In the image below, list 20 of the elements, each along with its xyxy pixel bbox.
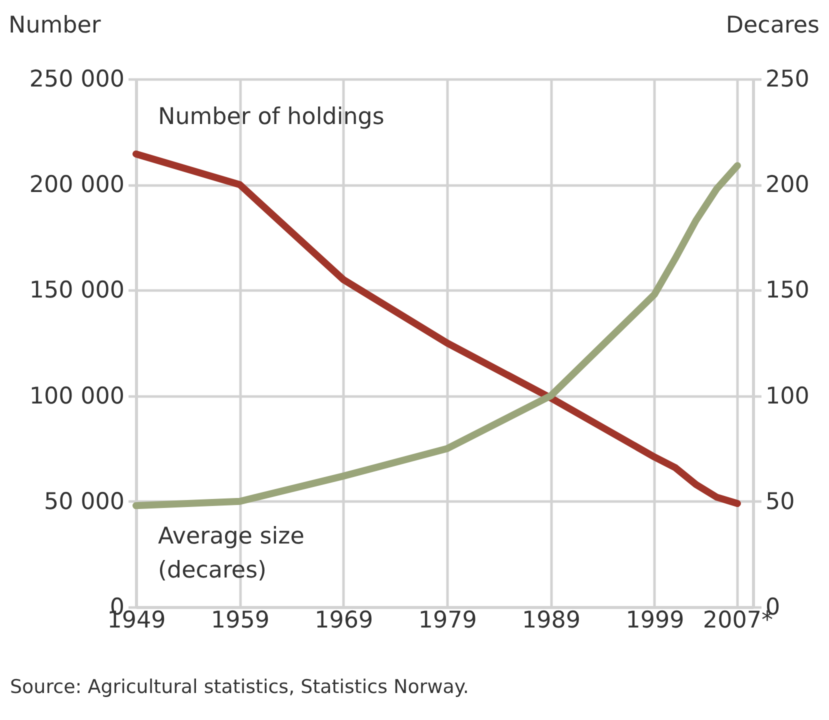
y-tick-label: 250 000 — [29, 66, 124, 92]
y2-tick-label: 100 — [766, 383, 810, 410]
y2-tick-label: 150 — [766, 278, 810, 304]
y2-tick-label: 200 — [766, 172, 810, 198]
y2-axis-title: Decares — [726, 12, 820, 38]
x-tick-label: 1969 — [314, 608, 374, 634]
y-tick-label: 200 000 — [29, 172, 124, 198]
x-tick-label: 1989 — [522, 608, 581, 634]
y-tick-label: 50 000 — [44, 488, 124, 515]
x-tick-label: 1999 — [626, 608, 684, 634]
x-tick-label: 1959 — [210, 608, 270, 634]
source-note: Source: Agricultural statistics, Statistics Norway. — [10, 676, 469, 698]
y-axis-title: Number — [8, 12, 102, 38]
series-label: Number of holdings — [158, 104, 384, 130]
y2-tick-label: 50 — [766, 488, 795, 515]
y2-tick-label: 250 — [766, 66, 810, 92]
y-tick-label: 100 000 — [29, 383, 124, 410]
series-label: Average size (decares) — [158, 524, 304, 584]
y-tick-label: 150 000 — [29, 278, 124, 304]
x-tick-label: 1979 — [418, 608, 477, 634]
